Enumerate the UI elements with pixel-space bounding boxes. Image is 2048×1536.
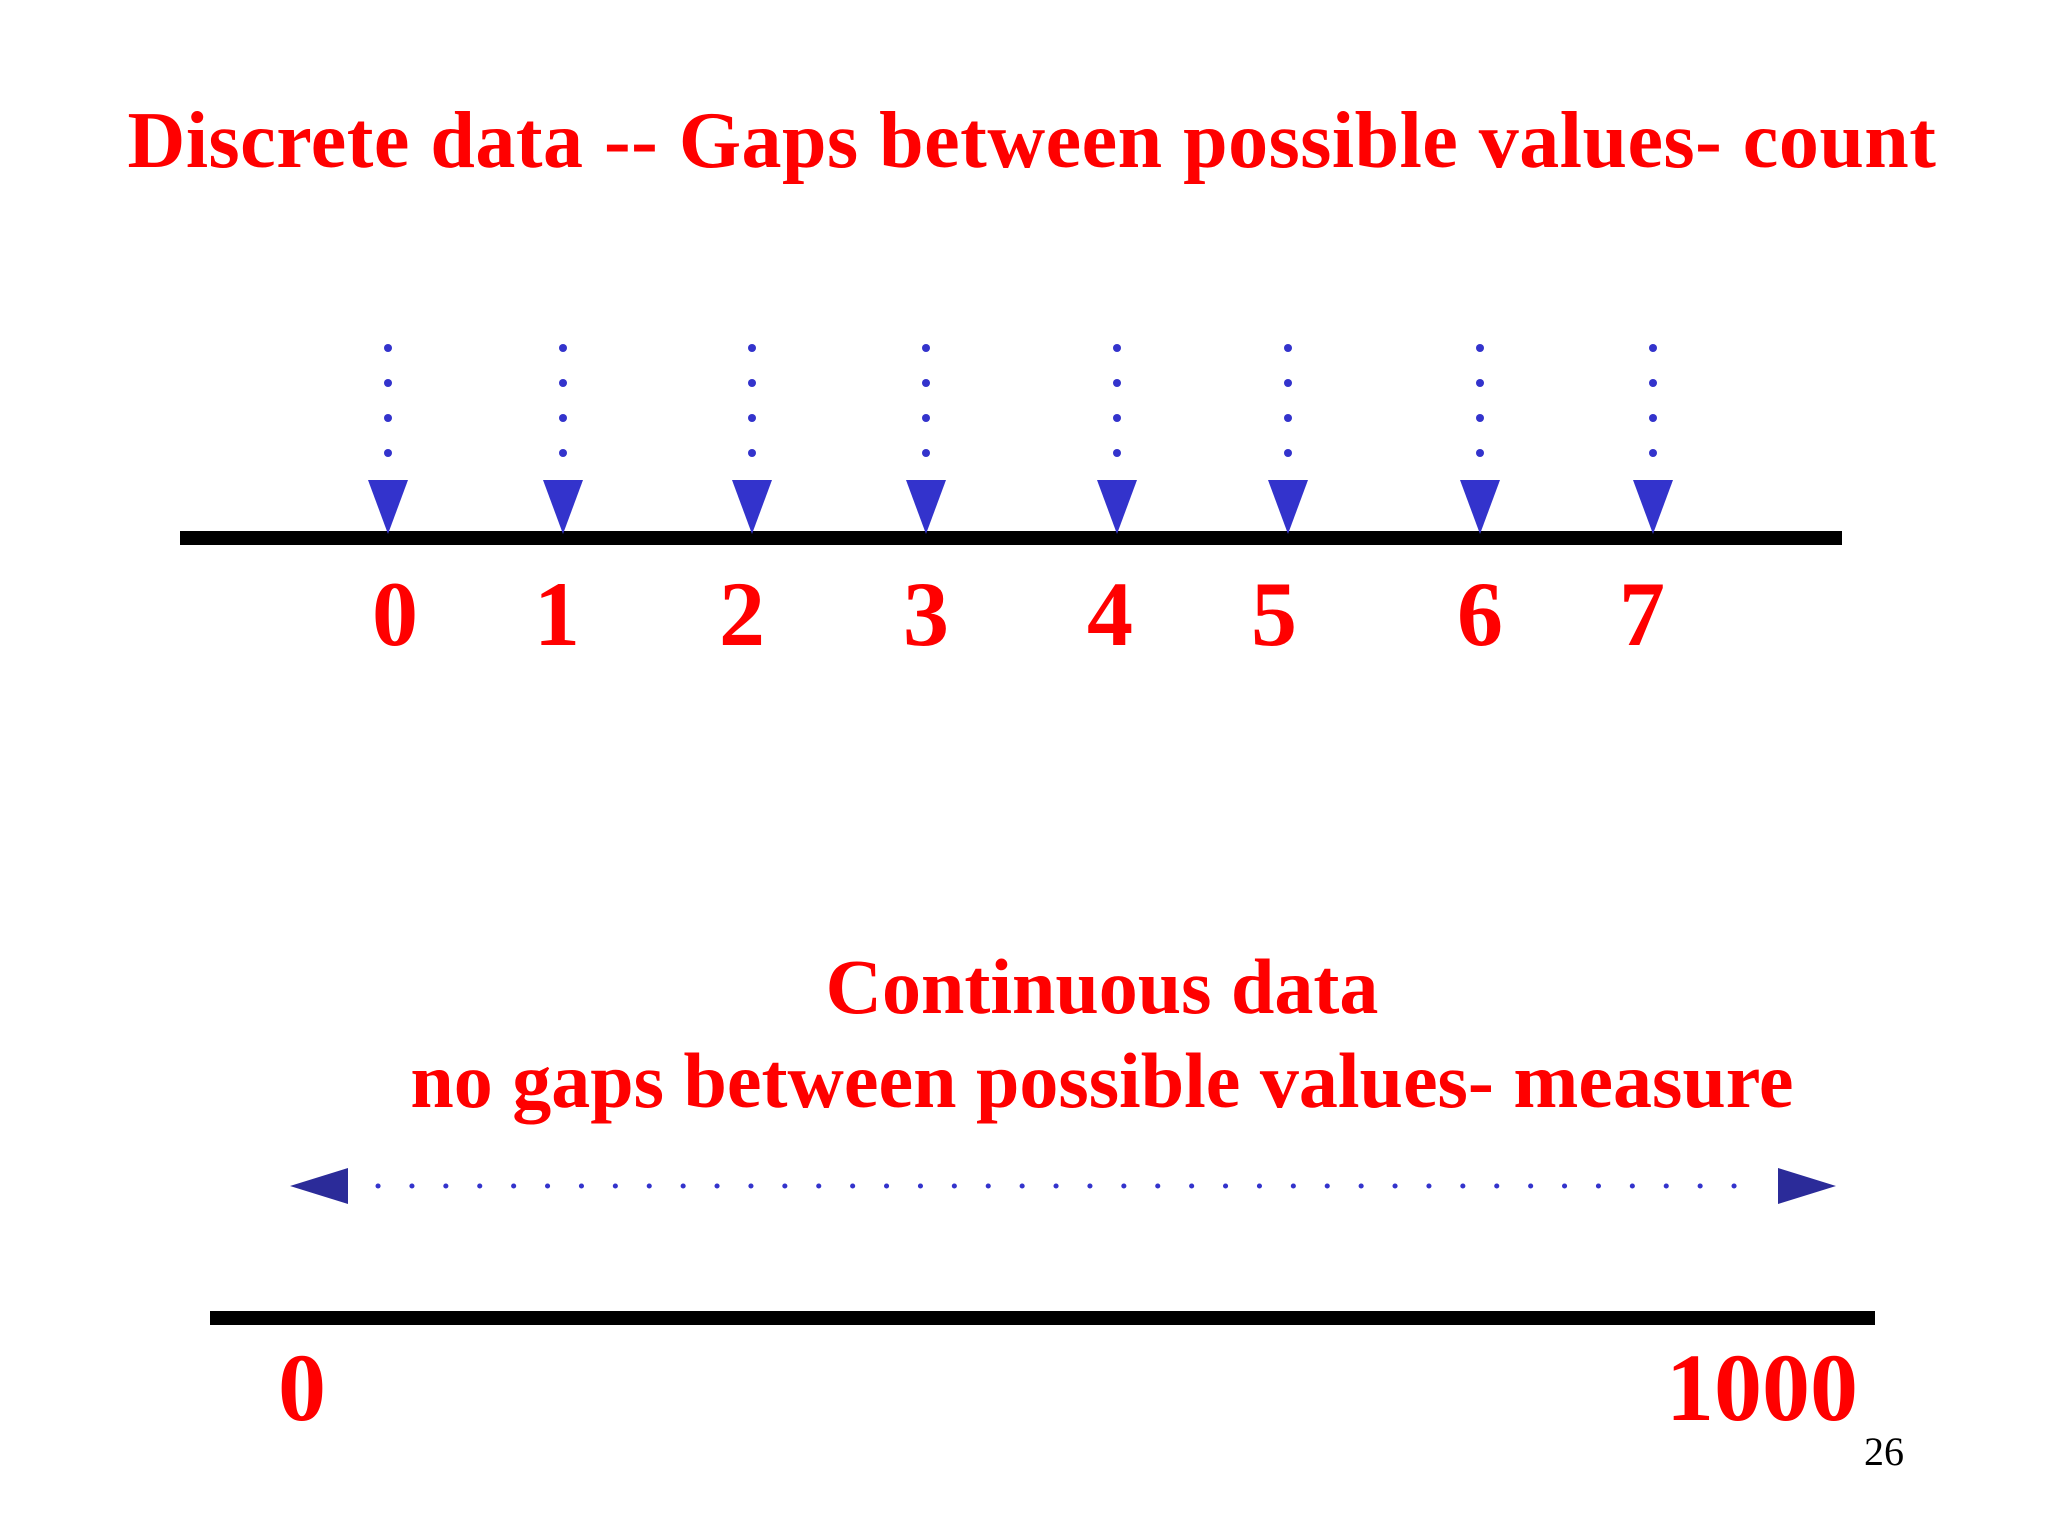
discrete-value-label-6: 6 (1457, 563, 1503, 665)
down-arrow-icon (906, 480, 946, 534)
down-arrow-icon (543, 480, 583, 534)
discrete-marker-4 (1097, 344, 1137, 534)
marker-dot (1476, 414, 1484, 422)
marker-dot (384, 414, 392, 422)
marker-dot (1476, 379, 1484, 387)
marker-dot (1649, 449, 1657, 457)
marker-dot (922, 379, 930, 387)
down-arrow-icon (1097, 480, 1137, 534)
discrete-value-label-7: 7 (1619, 563, 1665, 665)
marker-dot (748, 379, 756, 387)
marker-dot (1113, 379, 1121, 387)
marker-dot (384, 449, 392, 457)
marker-dot (1113, 414, 1121, 422)
discrete-marker-3 (906, 344, 946, 534)
marker-dot (384, 344, 392, 352)
discrete-marker-5 (1268, 344, 1308, 534)
down-arrow-icon (1633, 480, 1673, 534)
page-number: 26 (1864, 1429, 1904, 1474)
marker-dot (1649, 344, 1657, 352)
discrete-marker-6 (1460, 344, 1500, 534)
marker-dot (748, 414, 756, 422)
continuous-title-line-2: no gaps between possible values- measure (410, 1037, 1794, 1124)
marker-dot (1284, 449, 1292, 457)
marker-dot (922, 414, 930, 422)
marker-dot (1284, 414, 1292, 422)
discrete-value-label-2: 2 (719, 563, 765, 665)
marker-dot (1284, 344, 1292, 352)
down-arrow-icon (1460, 480, 1500, 534)
marker-dot (559, 414, 567, 422)
discrete-value-label-5: 5 (1251, 563, 1297, 665)
marker-dot (559, 344, 567, 352)
right-arrowhead-icon (1778, 1168, 1836, 1204)
continuous-data-title: Continuous data no gaps between possible… (102, 940, 2048, 1128)
left-arrowhead-icon (290, 1168, 348, 1204)
discrete-data-title: Discrete data -- Gaps between possible v… (127, 97, 1937, 185)
continuous-number-line-group (210, 1168, 1875, 1325)
down-arrow-icon (368, 480, 408, 534)
discrete-number-line-group (180, 344, 1842, 545)
discrete-value-label-1: 1 (534, 563, 580, 665)
marker-dot (559, 449, 567, 457)
marker-dot (748, 449, 756, 457)
marker-dot (559, 379, 567, 387)
down-arrow-icon (732, 480, 772, 534)
marker-dot (1476, 449, 1484, 457)
discrete-marker-1 (543, 344, 583, 534)
marker-dot (748, 344, 756, 352)
marker-dot (922, 344, 930, 352)
discrete-value-label-0: 0 (372, 563, 418, 665)
discrete-marker-7 (1633, 344, 1673, 534)
marker-dot (384, 379, 392, 387)
continuous-title-line-1: Continuous data (825, 943, 1379, 1030)
marker-dot (1649, 379, 1657, 387)
marker-dot (1476, 344, 1484, 352)
discrete-marker-0 (368, 344, 408, 534)
marker-dot (1113, 449, 1121, 457)
discrete-value-label-4: 4 (1087, 563, 1133, 665)
marker-dot (1284, 379, 1292, 387)
marker-dot (922, 449, 930, 457)
marker-dot (1113, 344, 1121, 352)
discrete-value-label-3: 3 (903, 563, 949, 665)
continuous-min-label: 0 (278, 1334, 326, 1441)
continuous-max-label: 1000 (1666, 1334, 1858, 1441)
down-arrow-icon (1268, 480, 1308, 534)
marker-dot (1649, 414, 1657, 422)
discrete-marker-2 (732, 344, 772, 534)
